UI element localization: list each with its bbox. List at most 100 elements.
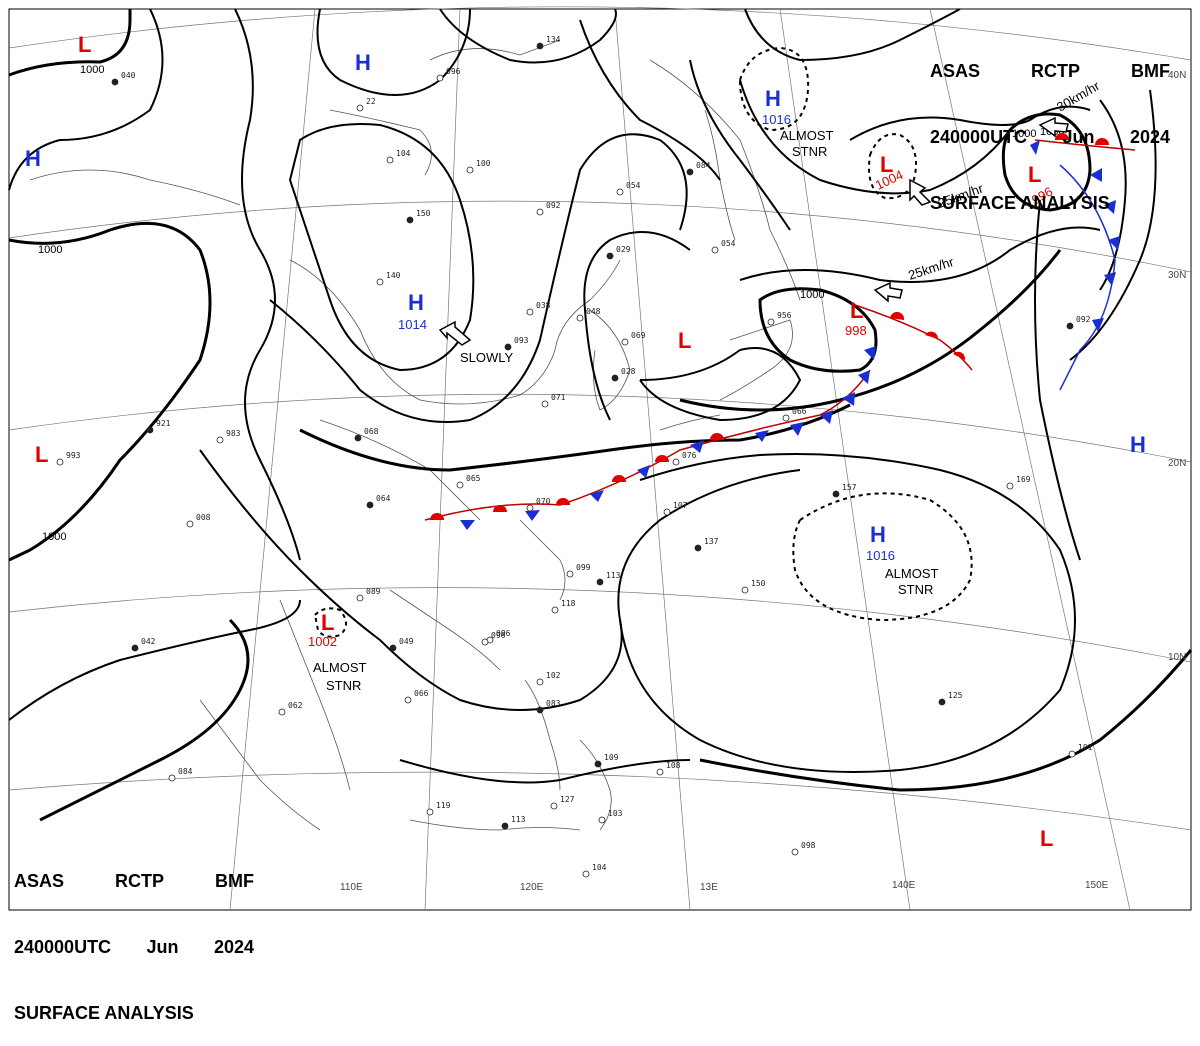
station-marker: [168, 774, 176, 782]
station-pressure: 134: [546, 35, 561, 44]
station-marker: [1006, 482, 1014, 490]
station-pressure: 083: [546, 699, 561, 708]
surface-analysis-map: 1000 1000 1000 1000 1000 1000: [8, 6, 1193, 911]
station-pressure: 107: [673, 501, 688, 510]
station-pressure: 054: [626, 181, 641, 190]
station-pressure: 104: [396, 149, 411, 158]
station-pressure: 099: [576, 563, 591, 572]
station-pressure: 100: [476, 159, 491, 168]
station-code: RCTP: [115, 871, 164, 891]
station-marker: [356, 104, 364, 112]
isobars: [8, 8, 1193, 822]
isobar-label: 1000: [80, 64, 104, 76]
chart-title: SURFACE ANALYSIS: [930, 193, 1110, 213]
station-pressure: 113: [511, 815, 526, 824]
motion-arrows: [438, 116, 1069, 346]
station-marker: [1068, 750, 1076, 758]
station-pressure: 092: [546, 201, 561, 210]
station-marker: [536, 678, 544, 686]
lon-label: 110E: [340, 882, 363, 893]
motion-note: STNR: [326, 678, 361, 693]
station-pressure: 042: [141, 637, 156, 646]
station-marker: [656, 768, 664, 776]
lat-label: 20N: [1168, 458, 1186, 469]
station-pressure: 101: [1078, 743, 1093, 752]
station-marker: [536, 42, 544, 50]
isobar-label: 1000: [1012, 128, 1036, 140]
station-pressure: 069: [631, 331, 646, 340]
station-marker: [938, 698, 946, 706]
station-pressure: 150: [416, 209, 431, 218]
station-pressure: 084: [696, 161, 711, 170]
station-marker: [404, 696, 412, 704]
valid-month: Jun: [1062, 127, 1095, 147]
station-marker: [504, 343, 512, 351]
station-marker: [686, 168, 694, 176]
station-pressure: 065: [466, 474, 481, 483]
station-marker: [216, 436, 224, 444]
station-marker: [550, 802, 558, 810]
high-pressure-value: 1014: [398, 317, 427, 332]
occluded-front: [1030, 133, 1136, 391]
isobar-label: 1000: [38, 244, 62, 256]
station-marker: [711, 246, 719, 254]
station-pressure: 137: [704, 537, 719, 546]
station-marker: [616, 188, 624, 196]
station-marker: [832, 490, 840, 498]
station-pressure: 113: [606, 571, 621, 580]
motion-note: STNR: [792, 144, 827, 159]
high-center: H: [355, 50, 371, 75]
lon-label: 120E: [520, 882, 544, 893]
low-center: L: [1028, 162, 1041, 187]
station-pressure: 084: [178, 767, 193, 776]
station-pressure: 040: [121, 71, 136, 80]
stationary-front: [424, 346, 876, 530]
high-center: H: [408, 290, 424, 315]
station-marker: [526, 308, 534, 316]
station-pressure: 921: [156, 419, 171, 428]
station-pressure: 150: [751, 579, 766, 588]
lon-label: 13E: [700, 882, 718, 893]
station-pressure: 096: [496, 629, 511, 638]
station-pressure: 125: [948, 691, 963, 700]
station-pressure: 140: [386, 271, 401, 280]
valid-month: Jun: [146, 937, 179, 957]
station-marker: [466, 166, 474, 174]
station-pressure: 096: [446, 67, 461, 76]
station-pressure: 008: [196, 513, 211, 522]
station-pressure: 029: [616, 245, 631, 254]
station-pressure: 118: [561, 599, 576, 608]
low-center: L: [35, 442, 48, 467]
chart-title-bottom-left: ASAS RCTP BMF 240000UTC Jun 2024 SURFACE…: [14, 826, 254, 1046]
station-pressure: 089: [366, 587, 381, 596]
station-marker: [576, 314, 584, 322]
station-pressure: 096: [491, 631, 506, 640]
station-pressure: 956: [777, 311, 792, 320]
isobar-label: 1000: [42, 531, 66, 543]
agency-code: ASAS: [930, 61, 981, 81]
station-pressure: 066: [792, 407, 807, 416]
isobar-label: 1000: [800, 289, 824, 301]
station-marker: [541, 400, 549, 408]
lon-label: 150E: [1085, 880, 1109, 891]
high-pressure-value: 1016: [866, 548, 895, 563]
station-marker: [354, 434, 362, 442]
low-center: L: [850, 298, 863, 323]
station-marker: [551, 606, 559, 614]
station-pressure: 993: [66, 451, 81, 460]
station-marker: [536, 208, 544, 216]
low-center: L: [1040, 826, 1053, 851]
chart-title-top-right: ASAS RCTP BMF 240000UTC Jun 2024 SURFACE…: [930, 16, 1170, 236]
station-code: RCTP: [1031, 61, 1080, 81]
station-marker: [481, 638, 489, 646]
motion-note: SLOWLY: [460, 350, 514, 365]
low-pressure-value: 1004: [873, 167, 906, 193]
agency-code: ASAS: [14, 871, 65, 891]
valid-time: 240000UTC: [14, 937, 112, 957]
station-marker: [621, 338, 629, 346]
low-pressure-value: 998: [845, 323, 867, 338]
station-marker: [767, 318, 775, 326]
station-marker: [663, 508, 671, 516]
chart-type-code: BMF: [214, 871, 254, 891]
grid-labels: 110E 120E 13E 140E 150E 40N 30N 20N 10N: [340, 70, 1186, 893]
